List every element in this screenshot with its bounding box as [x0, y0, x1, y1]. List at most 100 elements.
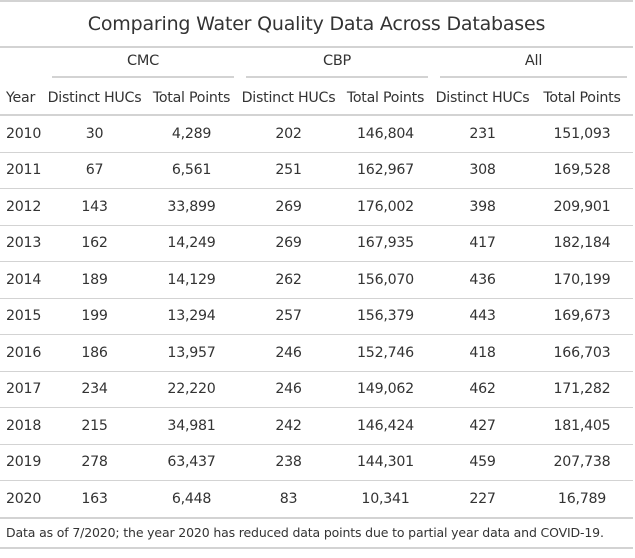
cell-cbp-hucs: 83	[240, 480, 337, 519]
cell-cmc-points: 34,981	[143, 407, 240, 444]
cell-cmc-hucs: 163	[46, 480, 143, 519]
cell-year: 2012	[0, 188, 46, 225]
cell-cbp-points: 146,424	[337, 407, 434, 444]
cell-cmc-points: 6,561	[143, 151, 240, 189]
cell-all-points: 151,093	[553, 125, 611, 142]
cell-cmc-points: 4,289	[171, 125, 212, 142]
cell-all-points: 207,738	[531, 443, 633, 481]
cell-year: 2020	[0, 480, 46, 519]
cell-cmc-hucs: 67	[46, 151, 143, 189]
table-row: 2010 30 4,289 202 146,804 231 151,093	[0, 115, 633, 152]
cell-year: 2013	[0, 224, 46, 262]
cell-all-points: 16,789	[531, 480, 633, 519]
cell-cbp-points: 156,070	[337, 261, 434, 298]
cell-cbp-hucs: 269	[240, 224, 337, 262]
cell-all-hucs: 427	[434, 407, 531, 444]
cell-cbp-points: 146,804	[357, 125, 414, 142]
column-header-cmc-hucs: Distinct HUCs	[46, 82, 143, 116]
cell-year: 2019	[0, 443, 46, 481]
cell-cmc-points: 14,249	[143, 224, 240, 262]
cell-year: 2015	[0, 297, 46, 335]
cell-cbp-points: 167,935	[337, 224, 434, 262]
cell-year: 2014	[0, 261, 46, 298]
title-row: Comparing Water Quality Data Across Data…	[0, 0, 633, 48]
column-header-year: Year	[0, 82, 46, 116]
cell-cbp-hucs: 246	[240, 370, 337, 408]
cell-all-hucs: 418	[434, 334, 531, 371]
cell-cbp-points: 162,967	[337, 151, 434, 189]
cell-year: 2016	[0, 334, 46, 371]
cell-all-points: 182,184	[531, 224, 633, 262]
table-row: 2014 189 14,129 262 156,070 436 170,199	[0, 261, 633, 298]
cell-cmc-points: 13,294	[143, 297, 240, 335]
cell-all-points: 169,528	[531, 151, 633, 189]
cell-cbp-hucs: 257	[240, 297, 337, 335]
table-title: Comparing Water Quality Data Across Data…	[0, 0, 633, 48]
cell-year: 2010	[6, 125, 42, 142]
cell-cbp-hucs: 246	[240, 334, 337, 371]
cell-all-hucs: 231	[469, 125, 496, 142]
spanner-cmc: CMC	[46, 47, 240, 82]
cell-cmc-hucs: 143	[46, 188, 143, 225]
spanner-cbp: CBP	[240, 47, 434, 82]
cell-cmc-points: 6,448	[143, 480, 240, 519]
table-row: 2016 186 13,957 246 152,746 418 166,703	[0, 334, 633, 371]
table-row: 2017 234 22,220 246 149,062 462 171,282	[0, 370, 633, 408]
column-header-cbp-hucs: Distinct HUCs	[240, 82, 337, 116]
cell-cmc-hucs: 199	[46, 297, 143, 335]
cell-cmc-points: 63,437	[143, 443, 240, 481]
cell-year: 2011	[0, 151, 46, 189]
cell-all-points: 171,282	[531, 370, 633, 408]
table-row: 2020 163 6,448 83 10,341 227 16,789	[0, 480, 633, 519]
cell-all-points: 209,901	[531, 188, 633, 225]
table-body: 2010 30 4,289 202 146,804 231 151,093 2011 67 6,5…	[0, 115, 633, 519]
cell-year: 2017	[0, 370, 46, 408]
table-footnote: Data as of 7/2020; the year 2020 has red…	[0, 517, 633, 549]
cell-all-hucs: 443	[434, 297, 531, 335]
cell-all-hucs: 462	[434, 370, 531, 408]
spanner-label-cmc: CMC	[52, 53, 234, 78]
table-row: 2011 67 6,561 251 162,967 308 169,528	[0, 151, 633, 189]
cell-all-points: 169,673	[531, 297, 633, 335]
cell-cmc-points: 13,957	[143, 334, 240, 371]
cell-cbp-hucs: 262	[240, 261, 337, 298]
cell-cbp-points: 152,746	[337, 334, 434, 371]
table-row: 2018 215 34,981 242 146,424 427 181,405	[0, 407, 633, 444]
cell-cmc-hucs: 189	[46, 261, 143, 298]
cell-all-points: 166,703	[531, 334, 633, 371]
column-header-row: Year Distinct HUCs Total Points Distinct…	[0, 82, 633, 116]
column-header-cbp-points: Total Points	[337, 82, 434, 116]
cell-all-hucs: 459	[434, 443, 531, 481]
cell-cmc-hucs: 215	[46, 407, 143, 444]
cell-all-hucs: 227	[434, 480, 531, 519]
cell-cbp-points: 149,062	[337, 370, 434, 408]
cell-all-hucs: 417	[434, 224, 531, 262]
cell-year: 2018	[0, 407, 46, 444]
cell-cmc-hucs: 162	[46, 224, 143, 262]
cell-cbp-points: 176,002	[337, 188, 434, 225]
cell-cbp-hucs: 238	[240, 443, 337, 481]
table-row: 2015 199 13,294 257 156,379 443 169,673	[0, 297, 633, 335]
cell-cbp-points: 144,301	[337, 443, 434, 481]
cell-cbp-hucs: 251	[240, 151, 337, 189]
cell-cmc-points: 22,220	[143, 370, 240, 408]
column-header-all-hucs: Distinct HUCs	[434, 82, 531, 116]
table-row: 2019 278 63,437 238 144,301 459 207,738	[0, 443, 633, 481]
cell-all-hucs: 308	[434, 151, 531, 189]
cell-cbp-hucs: 202	[275, 125, 302, 142]
cell-all-points: 170,199	[531, 261, 633, 298]
cell-cmc-hucs: 30	[85, 125, 104, 142]
spanner-empty	[0, 47, 46, 82]
spanner-all: All	[434, 47, 633, 82]
cell-cmc-hucs: 234	[46, 370, 143, 408]
spanner-label-cbp: CBP	[246, 53, 428, 78]
table-row: 2013 162 14,249 269 167,935 417 182,184	[0, 224, 633, 262]
cell-cbp-points: 10,341	[337, 480, 434, 519]
cell-cmc-points: 14,129	[143, 261, 240, 298]
table-row: 2012 143 33,899 269 176,002 398 209,901	[0, 188, 633, 225]
column-header-cmc-points: Total Points	[143, 82, 240, 116]
cell-all-hucs: 398	[434, 188, 531, 225]
column-header-all-points: Total Points	[531, 82, 633, 116]
